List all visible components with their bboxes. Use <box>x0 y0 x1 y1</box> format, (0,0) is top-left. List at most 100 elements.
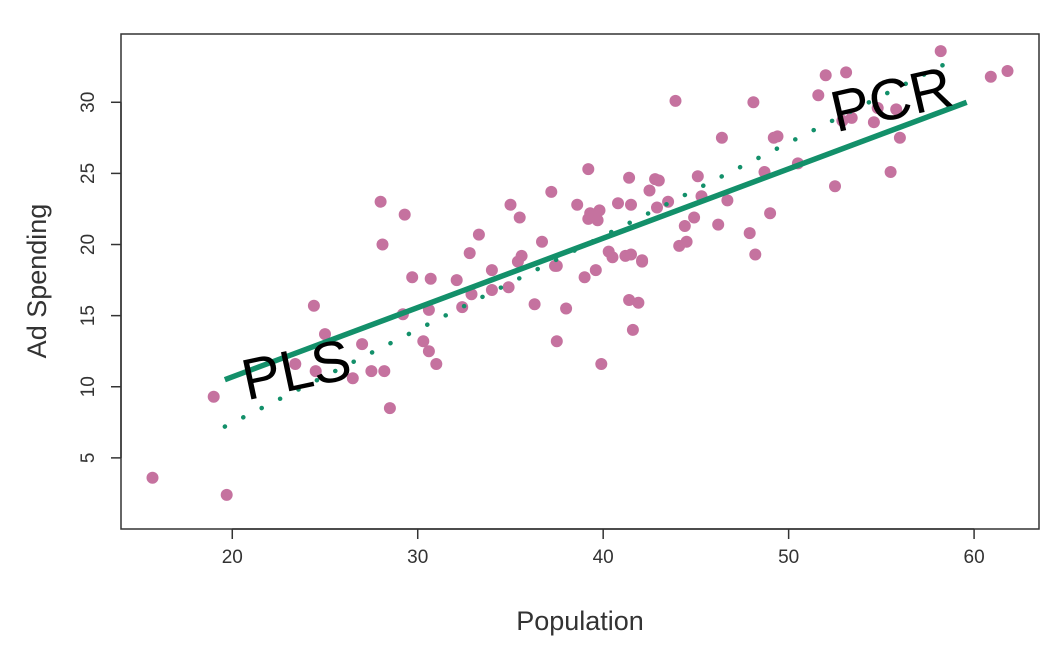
data-point-9 <box>365 365 378 378</box>
data-point-78 <box>747 96 760 109</box>
data-point-11 <box>383 402 396 415</box>
data-point-7 <box>346 372 359 385</box>
x-tick-label-40: 40 <box>593 547 614 568</box>
data-point-12 <box>374 195 387 208</box>
data-point-4 <box>309 365 322 378</box>
x-tick-label-20: 20 <box>222 547 243 568</box>
data-point-26 <box>472 228 485 241</box>
data-point-89 <box>840 66 853 79</box>
data-point-29 <box>502 281 515 294</box>
data-point-34 <box>528 298 541 311</box>
data-point-66 <box>662 195 675 208</box>
data-point-32 <box>513 211 526 224</box>
data-point-69 <box>678 220 691 232</box>
data-point-85 <box>812 89 825 102</box>
x-tick-label-50: 50 <box>778 547 799 568</box>
data-point-1 <box>220 488 233 501</box>
y-tick-label-30: 30 <box>78 92 99 113</box>
data-point-39 <box>550 259 563 272</box>
axes: 20 30 40 50 60 5 10 15 20 25 30 <box>78 92 985 568</box>
data-point-94 <box>890 103 903 116</box>
annotation-pls: PLS <box>236 327 357 413</box>
data-point-58 <box>626 323 639 336</box>
data-point-92 <box>871 102 884 114</box>
data-point-64 <box>651 201 663 214</box>
data-point-54 <box>623 171 636 184</box>
data-point-81 <box>764 207 777 220</box>
data-point-98 <box>1001 65 1014 77</box>
data-point-65 <box>652 174 665 187</box>
y-tick-label-5: 5 <box>78 453 99 464</box>
data-point-13 <box>376 238 389 251</box>
x-tick-label-30: 30 <box>407 547 428 568</box>
data-point-22 <box>450 274 463 287</box>
data-point-27 <box>485 264 498 277</box>
data-point-45 <box>582 212 595 225</box>
data-point-36 <box>545 185 558 198</box>
data-point-6 <box>289 358 302 370</box>
data-point-51 <box>606 251 619 264</box>
data-point-24 <box>463 247 476 260</box>
data-point-67 <box>669 94 682 107</box>
data-point-76 <box>721 194 734 207</box>
data-point-86 <box>819 69 832 82</box>
data-point-70 <box>680 235 693 248</box>
data-point-41 <box>571 198 584 211</box>
data-point-97 <box>984 70 997 83</box>
data-point-18 <box>422 345 435 358</box>
data-point-75 <box>715 131 728 144</box>
data-point-96 <box>934 45 947 58</box>
y-tick-label-25: 25 <box>78 163 99 184</box>
x-axis-title: Population <box>516 606 644 636</box>
data-point-95 <box>893 131 906 144</box>
data-point-48 <box>593 204 606 217</box>
data-point-83 <box>771 130 784 143</box>
y-tick-label-20: 20 <box>78 234 99 255</box>
data-point-38 <box>550 335 563 348</box>
data-point-43 <box>582 163 595 176</box>
data-point-49 <box>595 358 608 370</box>
data-point-90 <box>845 111 858 124</box>
data-point-2 <box>207 390 220 403</box>
data-point-28 <box>485 284 498 296</box>
data-point-20 <box>424 272 437 285</box>
data-point-52 <box>612 197 624 210</box>
data-point-21 <box>430 358 443 370</box>
data-point-77 <box>743 227 756 240</box>
data-point-0 <box>146 471 159 484</box>
points-layer <box>146 45 1014 501</box>
data-point-72 <box>691 170 704 183</box>
data-point-3 <box>307 299 320 312</box>
y-tick-label-15: 15 <box>78 305 99 326</box>
data-point-55 <box>623 294 636 306</box>
x-tick-label-60: 60 <box>964 547 985 568</box>
data-point-91 <box>867 116 880 129</box>
data-point-30 <box>504 198 517 211</box>
data-point-42 <box>578 271 591 284</box>
data-point-8 <box>356 338 369 351</box>
data-point-47 <box>591 214 604 227</box>
data-point-59 <box>632 296 645 309</box>
data-point-17 <box>417 335 430 348</box>
data-point-88 <box>836 114 849 127</box>
pls-fit-line <box>223 99 968 383</box>
y-axis-title: Ad Spending <box>22 204 52 359</box>
data-point-79 <box>749 248 762 261</box>
data-point-56 <box>625 248 637 261</box>
data-point-74 <box>712 218 725 231</box>
data-point-10 <box>378 365 391 378</box>
y-tick-label-10: 10 <box>78 376 99 397</box>
data-point-87 <box>829 180 841 193</box>
data-point-14 <box>398 208 411 221</box>
data-point-5 <box>319 328 331 341</box>
data-point-61 <box>636 254 649 267</box>
data-point-16 <box>406 271 419 284</box>
data-point-35 <box>536 235 548 248</box>
data-point-33 <box>515 249 528 262</box>
data-point-57 <box>625 198 637 211</box>
data-point-62 <box>643 184 656 197</box>
data-point-40 <box>560 302 573 315</box>
